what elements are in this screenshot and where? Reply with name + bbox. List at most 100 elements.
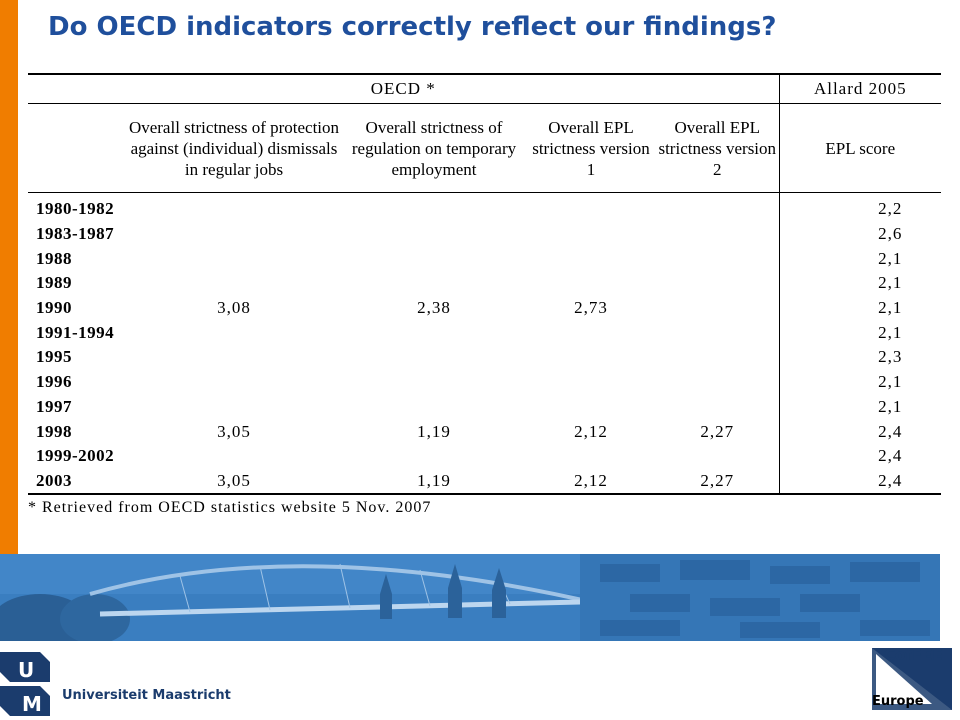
table-cell [342,271,526,296]
slide-title: Do OECD indicators correctly reflect our… [48,12,777,42]
table-cell [656,394,780,420]
table-cell [126,345,342,370]
row-period: 1999-2002 [36,446,115,466]
orange-accent-bar [0,0,18,554]
table-cell: 3,05 [217,421,251,441]
table-cell [526,193,656,222]
table-cell: 2,27 [656,419,780,444]
column-header-temporary: Overall strictness of regulation on temp… [342,103,526,193]
row-period: 1983-1987 [36,224,115,244]
row-period: 1996 [36,372,72,392]
table-cell: 2,12 [574,421,608,441]
table-cell [526,345,656,370]
table-cell: 2,1 [878,372,903,392]
table-cell: 2,6 [878,224,903,244]
column-header-year [28,103,126,193]
table-cell [656,320,780,346]
row-period: 1990 [36,298,72,318]
table-cell [526,395,656,420]
table-row: 1988 2,1 [28,246,941,272]
group-header-allard: Allard 2005 [779,73,942,104]
table-row: 1997 2,1 [28,394,941,420]
table-cell: 2,27 [656,468,780,496]
row-period: 2003 [28,468,126,496]
table-cell [126,193,342,222]
table-cell [342,222,526,247]
table-cell: 2,1 [878,322,903,342]
table-cell: 2,4 [878,446,903,466]
table-cell: 3,05 [126,468,342,496]
table-cell [342,444,526,469]
table-cell [656,443,780,469]
epl-table: OECD * Allard 2005 Overall strictness of… [28,73,942,496]
table-body: 1980-1982 2,2 1983-1987 2,6 1988 2,1 1989 2,1 19… [28,192,942,496]
skyline-illustration [0,554,940,641]
row-period: 1988 [36,248,72,268]
table-cell: 3,08 [217,298,251,318]
table-cell [526,222,656,247]
column-header-dismissals: Overall strictness of protection against… [126,103,342,193]
table-cell [526,271,656,296]
table-cell: 2,1 [878,298,903,318]
table-row: 1995 2,3 [28,345,941,370]
table-row: 1983-1987 2,6 [28,221,941,247]
table-cell [656,192,780,222]
column-header-epl-v2: Overall EPL strictness version 2 [656,103,780,193]
um-logo-letter-m: M [22,692,42,716]
table-cell [126,320,342,345]
table-cell: 2,4 [779,468,942,496]
university-name: Universiteit Maastricht [62,688,231,703]
table-cell [526,320,656,345]
table-cell [126,271,342,296]
row-period: 1989 [36,273,72,293]
table-cell [656,369,780,395]
table-cell [126,444,342,469]
table-cell: 2,3 [878,347,903,367]
table-cell [126,395,342,420]
table-cell: 2,1 [878,248,903,268]
table-row: 1990 3,08 2,38 2,73 2,1 [28,295,941,321]
table-row: 1996 2,1 [28,369,941,395]
epl-table-container: OECD * Allard 2005 Overall strictness of… [28,73,942,517]
table-cell [342,193,526,222]
coffee-logo-subtext: Europe [872,694,924,709]
table-cell [656,221,780,247]
table-cell [526,246,656,271]
coffee-europe-logo [872,648,952,710]
table-cell: 2,73 [574,298,608,318]
group-header-oecd: OECD * [28,73,780,104]
row-period: 1998 [36,421,72,441]
table-cell [656,271,780,296]
university-maastricht-logo: U M [0,652,50,716]
row-period: 1995 [36,347,72,367]
table-cell: 2,1 [878,273,903,293]
table-row: 1991-1994 2,1 [28,320,941,346]
table-cell: 2,12 [526,468,656,496]
table-cell [126,370,342,395]
city-skyline-banner [0,554,940,641]
table-cell [342,320,526,345]
table-footnote: * Retrieved from OECD statistics website… [28,499,432,517]
table-cell [526,444,656,469]
table-cell [126,222,342,247]
table-cell [656,295,780,321]
row-period: 1980-1982 [36,199,115,219]
table-cell: 2,2 [878,199,903,219]
coffee-logo-text: CofFEE [884,646,943,664]
table-row: 1980-1982 2,2 [28,192,941,222]
column-header-epl-score: EPL score [779,103,942,193]
table-cell [126,246,342,271]
table-cell [656,345,780,370]
table-cell [342,395,526,420]
table-cell: 2,1 [878,396,903,416]
table-cell [342,370,526,395]
table-cell: 2,4 [878,421,903,441]
table-row: 1989 2,1 [28,271,941,296]
table-row: 1999-2002 2,4 [28,443,941,469]
table-cell: 1,19 [342,468,526,496]
table-cell: 1,19 [417,421,451,441]
table-cell [656,246,780,272]
table-cell [342,246,526,271]
table-cell [342,345,526,370]
um-logo-letter-u: U [18,658,34,682]
